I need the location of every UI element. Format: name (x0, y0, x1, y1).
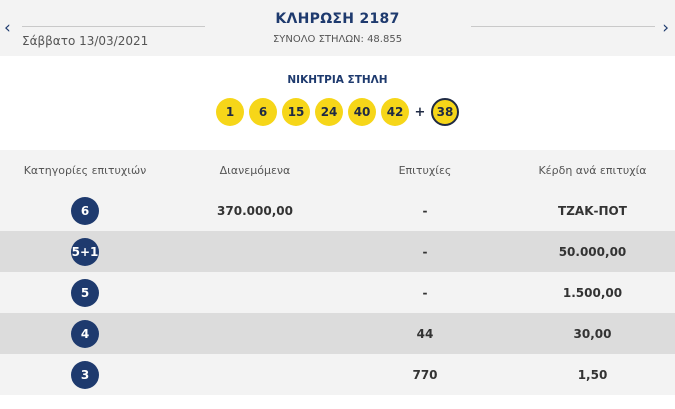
plus-sign: + (414, 104, 426, 120)
winners-value: - (422, 244, 428, 259)
header-distributed: Διανεμόμενα (219, 163, 291, 177)
number-ball: 40 (348, 98, 377, 126)
table-row: 5 - 1.500,00 (0, 272, 675, 313)
prize-value: 1.500,00 (562, 285, 623, 300)
category-badge: 4 (71, 319, 99, 348)
winners-value: 44 (416, 326, 434, 341)
category-badge: 5 (71, 278, 99, 307)
category-badge: 6 (71, 196, 99, 225)
number-ball: 1 (216, 98, 245, 126)
chevron-right-icon[interactable]: › (662, 18, 669, 38)
table-row: 4 44 30,00 (0, 313, 675, 354)
header-categories: Κατηγορίες επιτυχιών (23, 163, 147, 177)
table-row: 5+1 - 50.000,00 (0, 231, 675, 272)
bonus-ball: 38 (430, 98, 459, 126)
header-prize-per-winner: Κέρδη ανά επιτυχία (538, 163, 647, 177)
header-winners: Επιτυχίες (398, 163, 452, 177)
winning-column-label: ΝΙΚΗΤΡΙΑ ΣΤΗΛΗ (287, 74, 388, 86)
chevron-left-icon[interactable]: ‹ (4, 18, 11, 38)
header-divider-left (22, 26, 205, 27)
draw-title: ΚΛΗΡΩΣΗ 2187 (275, 11, 400, 27)
winners-value: 770 (412, 367, 438, 382)
prize-table: Κατηγορίες επιτυχιών Διανεμόμενα Επιτυχί… (0, 150, 675, 395)
category-badge: 3 (71, 360, 99, 389)
prize-value: 50.000,00 (558, 244, 627, 259)
prize-value: ΤΖΑΚ-ΠΟΤ (558, 203, 627, 218)
draw-date: Σάββατο 13/03/2021 (22, 34, 149, 48)
total-columns: ΣΥΝΟΛΟ ΣΤΗΛΩΝ: 48.855 (272, 34, 403, 45)
prize-value: 30,00 (573, 326, 612, 341)
winners-value: - (422, 203, 428, 218)
number-ball: 6 (249, 98, 278, 126)
table-header: Κατηγορίες επιτυχιών Διανεμόμενα Επιτυχί… (0, 150, 675, 190)
number-ball: 42 (381, 98, 410, 126)
table-row: 3 770 1,50 (0, 354, 675, 395)
number-ball: 24 (315, 98, 344, 126)
distributed-value: 370.000,00 (217, 203, 293, 218)
header-divider-right (471, 26, 655, 27)
draw-header: ‹ Σάββατο 13/03/2021 ΚΛΗΡΩΣΗ 2187 ΣΥΝΟΛΟ… (0, 0, 675, 56)
winning-numbers: 1 6 15 24 40 42 + 38 (0, 98, 675, 126)
number-ball: 15 (282, 98, 311, 126)
category-badge: 5+1 (71, 237, 99, 266)
prize-value: 1,50 (577, 367, 608, 382)
table-row: 6 370.000,00 - ΤΖΑΚ-ΠΟΤ (0, 190, 675, 231)
winners-value: - (422, 285, 428, 300)
